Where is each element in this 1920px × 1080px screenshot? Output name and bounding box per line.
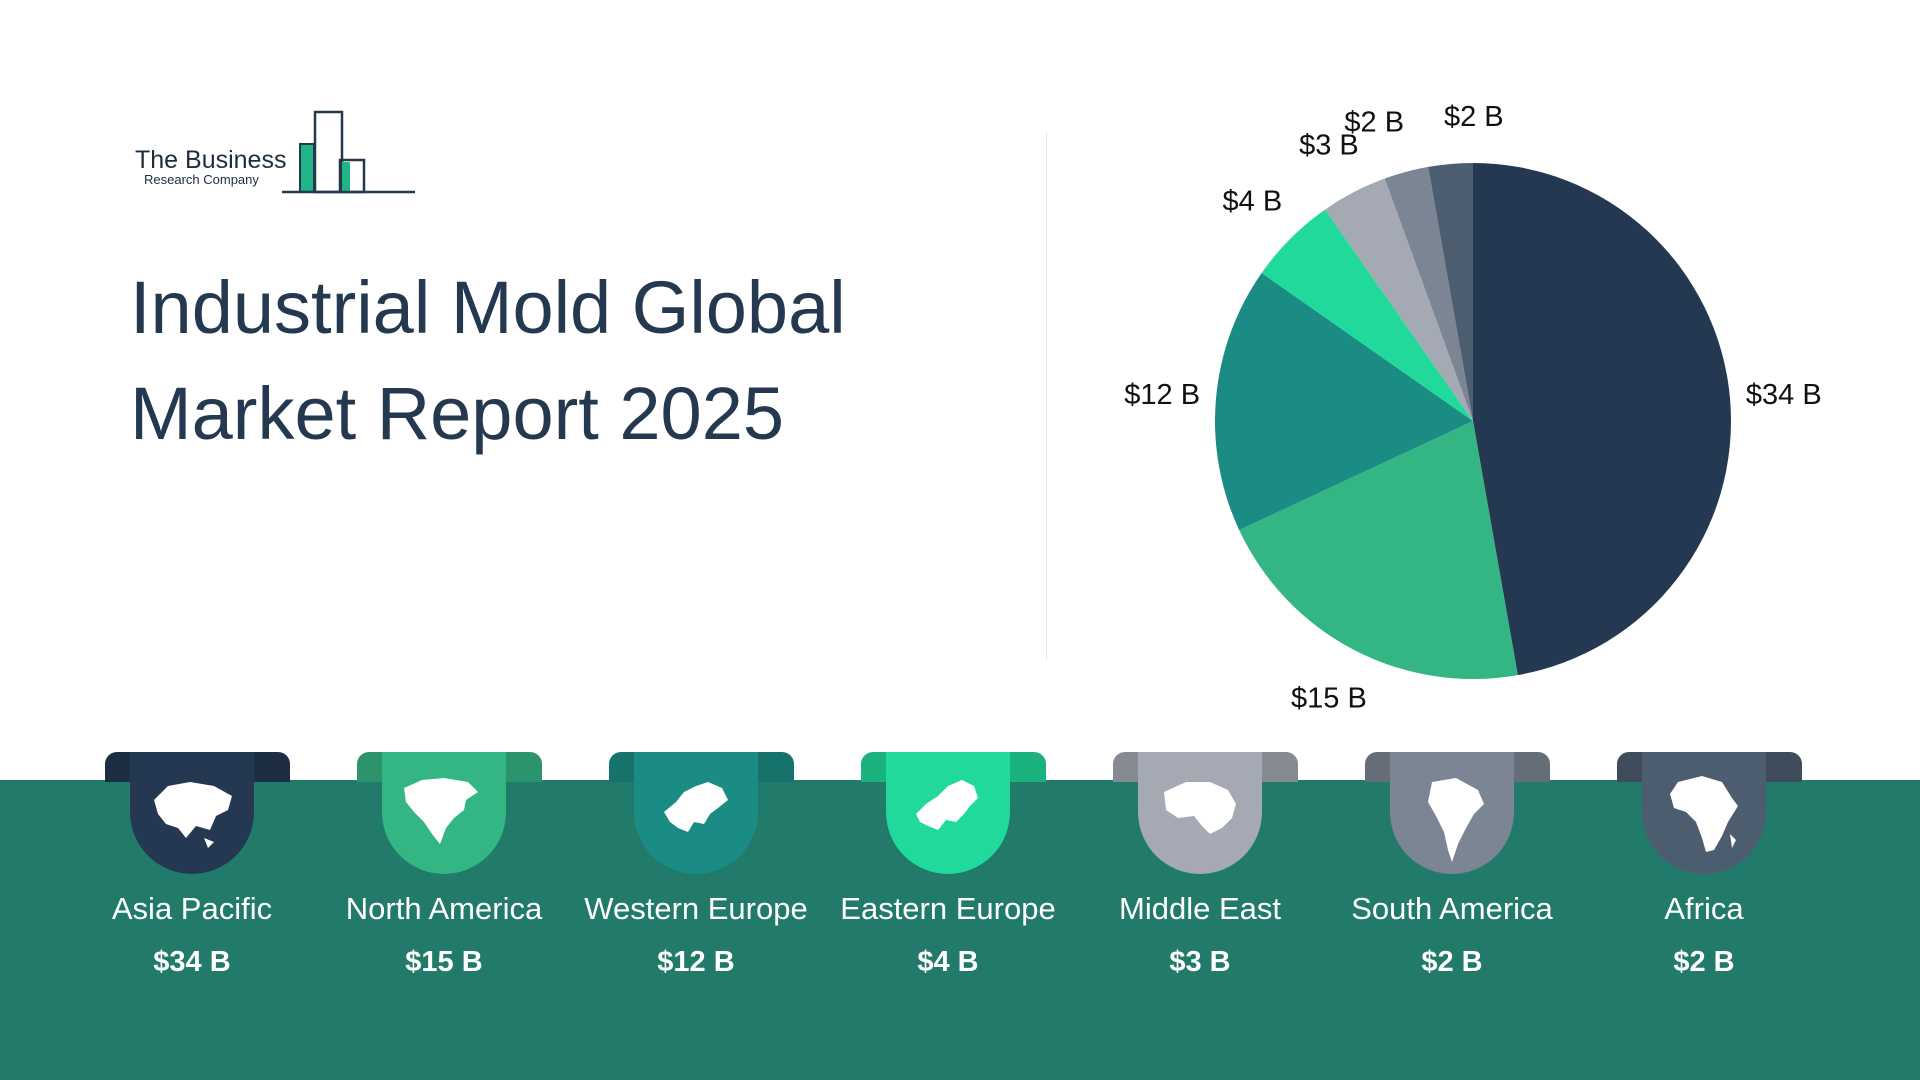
pie-slice-western-europe [1215,273,1473,531]
logo-buildings-icon [282,110,415,194]
logo-text-secondary: Research Company [144,172,259,187]
region-card-south-america: South America $2 B [1315,752,1575,992]
region-value: $2 B [1421,946,1483,978]
region-card-africa: Africa $2 B [1567,752,1827,992]
region-badge [1138,752,1262,874]
region-name: Asia Pacific [111,891,273,926]
region-badge [1642,752,1766,874]
region-badge [382,752,506,874]
logo-text-primary: The Business [135,146,287,174]
company-logo: The Business Research Company [132,108,422,198]
pie-label-eastern-europe: $4 B [1223,185,1283,217]
pie-slice-middle-east [1325,178,1473,421]
region-value: $3 B [1169,946,1231,978]
region-badge [1390,752,1514,874]
region-badge [130,752,254,874]
region-name: Western Europe [584,891,808,926]
pie-slice-south-america [1384,166,1473,421]
region-badge [886,752,1010,874]
pie-label-north-america: $15 B [1291,683,1367,715]
region-card-middle-east: Middle East $3 B [1063,752,1323,992]
pie-label-asia-pacific: $34 B [1746,379,1822,411]
region-card-western-europe: Western Europe $12 B [559,752,819,992]
title-line-2: Market Report 2025 [130,372,785,455]
pie-label-africa: $2 B [1444,101,1504,133]
page-title: Industrial Mold Global Market Report 202… [130,255,930,467]
region-name: North America [345,891,543,926]
region-value: $34 B [153,946,231,978]
region-value: $12 B [657,946,735,978]
region-name: Africa [1664,891,1744,926]
south-america-map-icon [1428,778,1484,862]
region-value: $4 B [917,946,979,978]
vertical-divider [1046,132,1047,660]
region-badge [634,752,758,874]
pie-slice-africa [1428,163,1473,421]
pie-chart: $34 B$15 B$12 B$4 B$3 B$2 B $2 B [1124,101,1822,715]
middle-east-map-icon [1164,782,1236,834]
pie-slice-asia-pacific [1473,163,1731,676]
region-name: Eastern Europe [840,891,1056,926]
western-europe-map-icon [664,782,728,832]
pie-slice-eastern-europe [1261,209,1473,421]
region-name: Middle East [1119,891,1281,926]
pie-label-middle-east: $3 B [1299,129,1359,161]
region-name: South America [1351,891,1553,926]
title-line-1: Industrial Mold Global [130,266,846,349]
pie-label-south-america: $2 B [1344,107,1404,139]
pie-slice-north-america [1239,421,1518,679]
region-value: $2 B [1673,946,1735,978]
north-america-map-icon [404,778,478,844]
africa-map-icon [1670,776,1738,852]
eastern-europe-map-icon [916,780,978,830]
region-card-north-america: North America $15 B [307,752,567,992]
region-value: $15 B [405,946,483,978]
pie-label-western-europe: $12 B [1124,379,1200,411]
asia-map-icon [154,782,232,848]
region-card-asia-pacific: Asia Pacific $34 B [55,752,315,992]
region-card-eastern-europe: Eastern Europe $4 B [811,752,1071,992]
